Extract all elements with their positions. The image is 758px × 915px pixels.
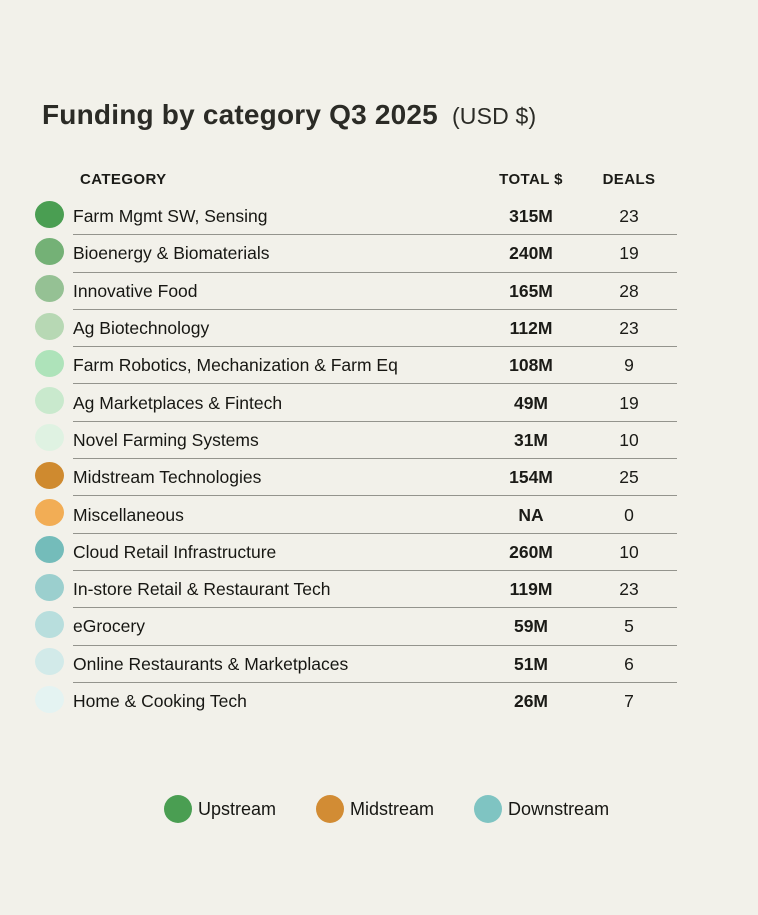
table-row-8: Midstream Technologies 154M 25 <box>35 459 677 497</box>
deals-value: 10 <box>619 541 639 562</box>
deals-value: 10 <box>619 429 639 450</box>
category-dot-icon <box>35 648 64 676</box>
category-label: Innovative Food <box>73 280 198 301</box>
deals-value: 23 <box>619 318 639 339</box>
funding-table: CATEGORY TOTAL $ DEALS Farm Mgmt SW, Sen… <box>35 160 677 720</box>
legend-dot-icon <box>316 795 345 824</box>
deals-value: 19 <box>619 392 639 413</box>
table-row-11: In-store Retail & Restaurant Tech 119M 2… <box>35 571 677 609</box>
deals-value: 7 <box>624 691 634 711</box>
category-dot-icon <box>35 387 64 415</box>
deals-value: 19 <box>619 243 639 264</box>
column-header-total: TOTAL $ <box>499 170 563 188</box>
total-value: 26M <box>513 691 549 711</box>
total-value: 240M <box>509 243 553 264</box>
legend-label: Downstream <box>508 798 610 819</box>
legend-item-midstream: Midstream <box>316 795 435 824</box>
category-label: Farm Robotics, Mechanization & Farm Eq <box>73 355 398 376</box>
legend-item-upstream: Upstream <box>164 795 277 824</box>
category-dot-icon <box>35 536 64 564</box>
title-suffix: (USD $) <box>451 103 537 129</box>
category-label: Bioenergy & Biomaterials <box>73 243 270 264</box>
column-header-category: CATEGORY <box>80 170 167 188</box>
category-label: Cloud Retail Infrastructure <box>73 541 277 562</box>
table-row-4: Ag Biotechnology 112M 23 <box>35 310 677 348</box>
total-value: 260M <box>509 541 553 562</box>
deals-value: 23 <box>619 206 639 227</box>
table-row-14: Home & Cooking Tech 26M 7 <box>35 683 677 720</box>
total-value: 49M <box>513 392 549 413</box>
table-row-5: Farm Robotics, Mechanization & Farm Eq 1… <box>35 347 677 385</box>
legend-label: Midstream <box>350 798 435 819</box>
category-dot-icon <box>35 499 64 527</box>
table-row-1: Farm Mgmt SW, Sensing 315M 23 <box>35 198 677 236</box>
table-row-3: Innovative Food 165M 28 <box>35 273 677 311</box>
total-value: 31M <box>513 429 549 450</box>
legend: Upstream Midstream Downstream <box>164 795 723 824</box>
deals-value: 25 <box>619 467 639 488</box>
table-row-9: Miscellaneous NA 0 <box>35 496 677 534</box>
category-dot-icon <box>35 573 64 601</box>
category-dot-icon <box>35 200 64 228</box>
table-row-6: Ag Marketplaces & Fintech 49M 19 <box>35 384 677 423</box>
legend-label: Upstream <box>198 798 277 819</box>
total-value: 165M <box>509 280 553 301</box>
category-label: Home & Cooking Tech <box>73 691 247 711</box>
table-row-7: Novel Farming Systems 31M 10 <box>35 422 677 460</box>
total-value: 119M <box>509 579 553 600</box>
deals-value: 28 <box>619 280 639 301</box>
table-row-13: Online Restaurants & Marketplaces 51M 6 <box>35 646 677 684</box>
category-dot-icon <box>35 275 64 303</box>
category-label: eGrocery <box>73 616 145 637</box>
total-value: 315M <box>509 206 553 227</box>
table-body: Farm Mgmt SW, Sensing 315M 23 Bioenergy … <box>35 198 677 720</box>
category-dot-icon <box>35 461 64 489</box>
table-row-12: eGrocery 59M 5 <box>35 608 677 646</box>
category-label: In-store Retail & Restaurant Tech <box>73 579 331 600</box>
category-dot-icon <box>35 312 64 340</box>
total-value: 51M <box>513 653 549 674</box>
deals-value: 0 <box>624 504 634 525</box>
deals-value: 23 <box>619 579 639 600</box>
category-label: Miscellaneous <box>73 504 184 525</box>
legend-dot-icon <box>164 795 192 824</box>
total-value: 108M <box>509 355 553 376</box>
total-value: 154M <box>509 467 553 488</box>
column-header-deals: DEALS <box>602 170 656 188</box>
table-header-row: CATEGORY TOTAL $ DEALS <box>35 160 677 198</box>
category-dot-icon <box>35 424 64 452</box>
page-title: Funding by category Q3 2025 (USD $) <box>42 97 723 134</box>
table-row-10: Cloud Retail Infrastructure 260M 10 <box>35 534 677 572</box>
total-value: NA <box>518 504 544 525</box>
category-dot-icon <box>35 685 64 713</box>
category-label: Midstream Technologies <box>73 467 262 488</box>
deals-value: 9 <box>624 355 634 376</box>
category-dot-icon <box>35 349 64 377</box>
legend-dot-icon <box>474 795 503 824</box>
category-label: Farm Mgmt SW, Sensing <box>73 206 268 227</box>
legend-item-downstream: Downstream <box>474 795 610 824</box>
table-row-2: Bioenergy & Biomaterials 240M 19 <box>35 235 677 273</box>
category-label: Ag Marketplaces & Fintech <box>73 392 283 413</box>
category-label: Ag Biotechnology <box>73 318 210 339</box>
category-label: Online Restaurants & Marketplaces <box>73 653 349 674</box>
category-label: Novel Farming Systems <box>73 429 259 450</box>
category-dot-icon <box>35 237 64 265</box>
deals-value: 5 <box>624 616 634 637</box>
category-dot-icon <box>35 610 64 638</box>
total-value: 59M <box>513 616 549 637</box>
deals-value: 6 <box>624 653 634 674</box>
total-value: 112M <box>509 318 553 339</box>
title-text: Funding by category Q3 2025 <box>42 99 438 130</box>
